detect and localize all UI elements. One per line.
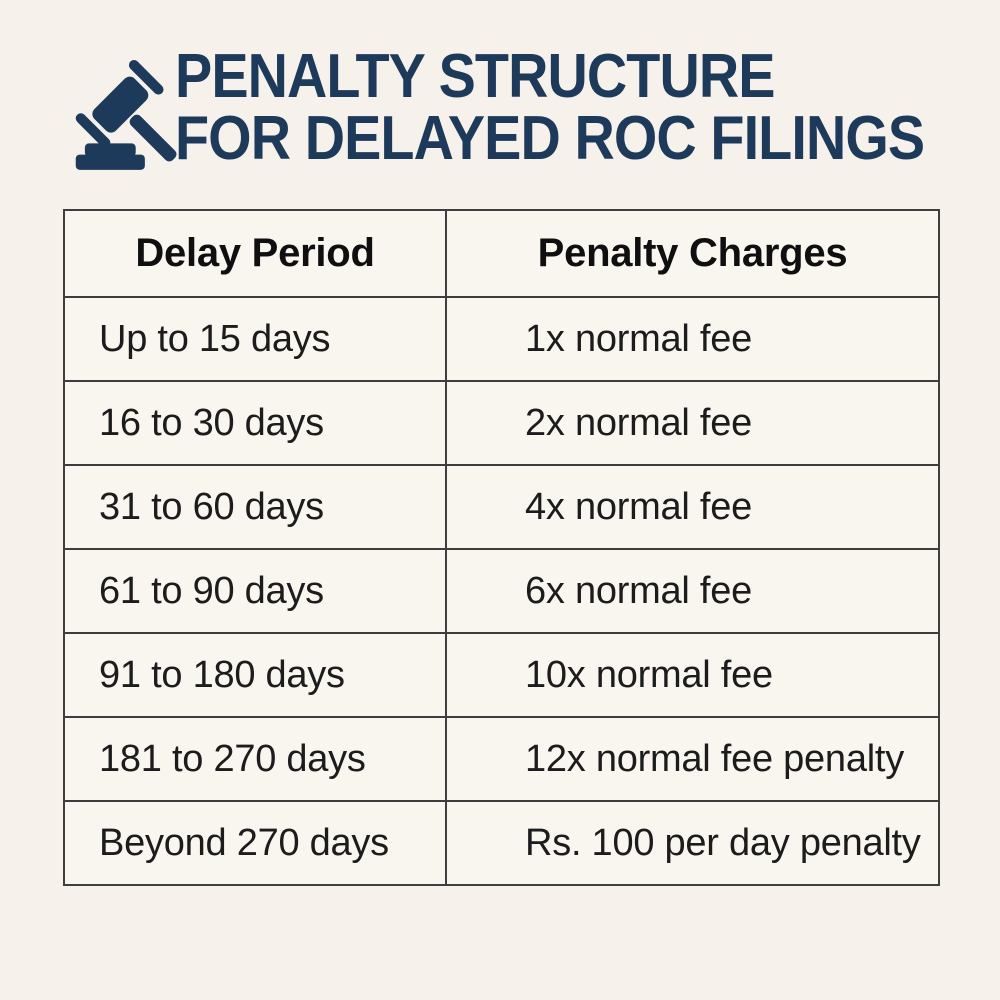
delay-period-cell: 31 to 60 days bbox=[63, 464, 447, 550]
penalty-charges-cell: Rs. 100 per day penalty bbox=[445, 800, 940, 886]
table-row: Up to 15 days 1x normal fee bbox=[63, 296, 940, 382]
table-header-row: Delay Period Penalty Charges bbox=[63, 209, 940, 298]
gavel-shape bbox=[75, 60, 177, 170]
delay-period-cell: Beyond 270 days bbox=[63, 800, 447, 886]
delay-period-cell: 91 to 180 days bbox=[63, 632, 447, 718]
penalty-charges-cell: 4x normal fee bbox=[445, 464, 940, 550]
penalty-charges-cell: 1x normal fee bbox=[445, 296, 940, 382]
table-body: Up to 15 days 1x normal fee 16 to 30 days 2… bbox=[63, 296, 940, 886]
table-row: 31 to 60 days 4x normal fee bbox=[63, 464, 940, 550]
table-row: 61 to 90 days 6x normal fee bbox=[63, 548, 940, 634]
delay-period-cell: 181 to 270 days bbox=[63, 716, 447, 802]
page-title: PENALTY STRUCTURE FOR DELAYED ROC FILING… bbox=[175, 46, 1000, 170]
penalty-charges-cell: 6x normal fee bbox=[445, 548, 940, 634]
delay-period-cell: 61 to 90 days bbox=[63, 548, 447, 634]
table-row: 16 to 30 days 2x normal fee bbox=[63, 380, 940, 466]
table-row: Beyond 270 days Rs. 100 per day penalty bbox=[63, 800, 940, 886]
penalty-charges-cell: 10x normal fee bbox=[445, 632, 940, 718]
penalty-table: Delay Period Penalty Charges Up to 15 da… bbox=[63, 209, 940, 886]
title-line-2: FOR DELAYED ROC FILINGS bbox=[175, 104, 925, 173]
table-row: 181 to 270 days 12x normal fee penalty bbox=[63, 716, 940, 802]
table-row: 91 to 180 days 10x normal fee bbox=[63, 632, 940, 718]
column-header-penalty-charges: Penalty Charges bbox=[445, 209, 940, 298]
penalty-charges-cell: 2x normal fee bbox=[445, 380, 940, 466]
penalty-charges-cell: 12x normal fee penalty bbox=[445, 716, 940, 802]
delay-period-cell: Up to 15 days bbox=[63, 296, 447, 382]
delay-period-cell: 16 to 30 days bbox=[63, 380, 447, 466]
gavel-icon bbox=[75, 60, 177, 170]
title-line-1: PENALTY STRUCTURE bbox=[175, 42, 775, 111]
column-header-delay-period: Delay Period bbox=[63, 209, 447, 298]
